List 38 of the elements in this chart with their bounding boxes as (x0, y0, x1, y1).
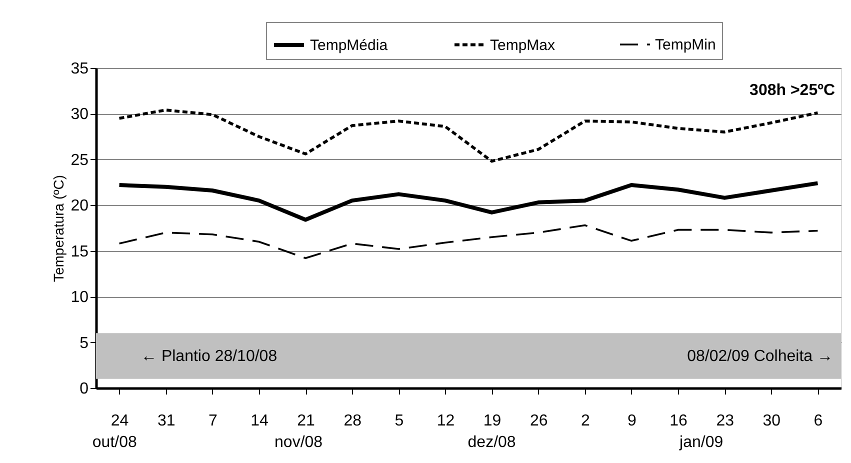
legend-label: TempMax (490, 36, 556, 54)
line-series (117, 181, 820, 222)
text: jan/09 (678, 434, 724, 451)
x-tick-label: 9 (628, 412, 637, 430)
y-tick-label: 5 (80, 334, 89, 352)
line-series (118, 108, 820, 163)
y-tick-label: 20 (70, 198, 89, 215)
x-tick-label: 30 (762, 412, 781, 430)
text: out/08 (92, 434, 137, 451)
y-tick-label: 25 (70, 152, 89, 169)
x-tick-label: 19 (483, 412, 502, 430)
text: nov/08 (274, 434, 323, 451)
text: dez/08 (468, 434, 516, 451)
x-tick-label: 23 (716, 412, 734, 430)
x-tick-label: 6 (814, 412, 823, 430)
y-axis-title: Temperatura (ºC) (50, 174, 67, 282)
x-tick-label: 21 (297, 412, 316, 430)
x-tick-label: 28 (344, 412, 362, 430)
x-tick-label: 5 (394, 412, 404, 430)
legend-label: TempMédia (310, 37, 388, 54)
x-tick-label: 26 (530, 412, 548, 430)
annotation: 08/02/09 Colheita → (687, 348, 833, 365)
annotation: 308h >25ºC (750, 82, 836, 99)
line-series (118, 224, 819, 260)
x-tick-label: 7 (208, 412, 218, 430)
x-tick-label: 24 (110, 412, 129, 430)
y-tick-label: 10 (70, 289, 89, 306)
annotation: ← Plantio 28/10/08 (141, 348, 278, 365)
x-tick-label: 16 (670, 412, 688, 430)
y-tick-label: 15 (70, 243, 89, 260)
x-tick-label: 2 (580, 412, 590, 430)
y-tick-label: 35 (70, 60, 89, 78)
x-tick-label: 14 (250, 412, 268, 430)
legend-label: TempMin (655, 36, 716, 54)
x-tick-label: 12 (436, 412, 455, 430)
y-tick-label: 0 (80, 380, 89, 398)
x-tick-label: 31 (157, 412, 176, 430)
y-tick-label: 30 (70, 106, 89, 124)
